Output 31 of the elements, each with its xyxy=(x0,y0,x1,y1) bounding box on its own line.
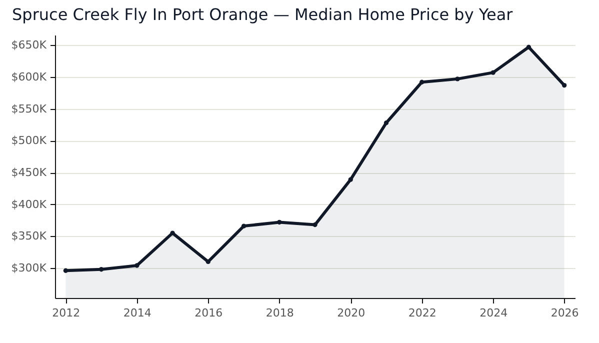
y-tick-label: $600K xyxy=(11,70,48,84)
point xyxy=(277,220,282,225)
point xyxy=(170,230,175,236)
point xyxy=(420,80,424,84)
y-tick-label: $500K xyxy=(11,134,48,148)
point xyxy=(348,177,353,182)
y-tick-label: $300K xyxy=(11,262,48,275)
point xyxy=(134,263,140,268)
point xyxy=(312,222,318,228)
x-tick-label: 2014 xyxy=(123,306,152,320)
x-tick-label: 2026 xyxy=(550,306,579,320)
y-tick-label: $450K xyxy=(11,166,48,180)
y-tick-label: $550K xyxy=(11,102,48,116)
x-tick-label: 2012 xyxy=(52,306,80,320)
x-tick-label: 2024 xyxy=(480,306,508,320)
y-tick-label: $350K xyxy=(11,230,48,243)
x-tick-label: 2018 xyxy=(266,306,294,320)
point xyxy=(562,82,567,88)
point xyxy=(241,224,246,228)
y-tick-label: $400K xyxy=(11,198,48,211)
point xyxy=(206,259,210,264)
point xyxy=(384,120,389,126)
x-tick-label: 2020 xyxy=(337,306,366,320)
chart-title: Spruce Creek Fly In Port Orange — Median Home Price by Year xyxy=(12,5,514,24)
x-tick-label: 2016 xyxy=(194,306,223,320)
point xyxy=(455,76,460,82)
point xyxy=(98,267,104,272)
point xyxy=(490,70,496,75)
x-tick-label: 2022 xyxy=(408,306,436,320)
y-tick-label: $650K xyxy=(11,38,48,52)
point xyxy=(526,44,532,50)
